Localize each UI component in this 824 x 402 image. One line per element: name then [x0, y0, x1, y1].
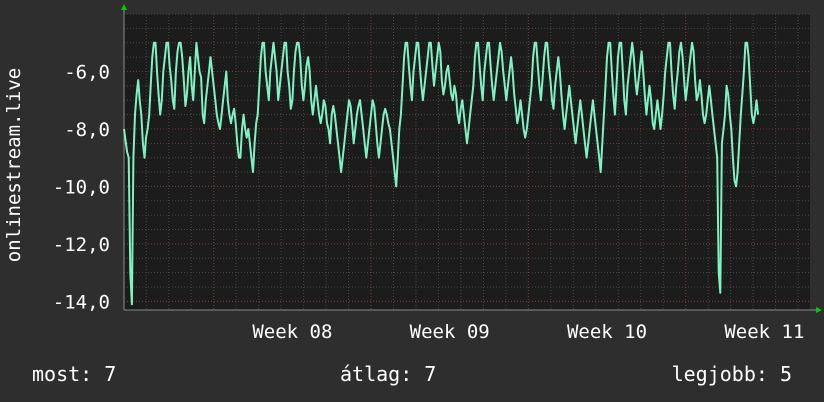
y-tick-label: -12,0 [53, 234, 110, 256]
stat-current: most: 7 [32, 362, 117, 386]
x-tick-label: Week 11 [724, 321, 804, 343]
stat-best: legjobb: 5 [671, 362, 792, 386]
x-tick-label: Week 10 [567, 321, 647, 343]
x-axis-arrow-icon [816, 307, 822, 313]
x-tick-label: Week 09 [410, 321, 490, 343]
stat-average: átlag: 7 [340, 362, 437, 386]
y-tick-label: -14,0 [53, 291, 110, 313]
x-tick-label: Week 08 [252, 321, 332, 343]
y-tick-label: -10,0 [53, 176, 110, 198]
y-tick-labels: -6,0 -8,0 -10,0 -12,0 -14,0 [53, 61, 110, 313]
x-tick-labels: Week 08 Week 09 Week 10 Week 11 [252, 321, 804, 343]
plot-area [124, 14, 810, 310]
series-line [123, 41, 760, 306]
y-axis-arrow-icon [121, 4, 127, 10]
major-grid [124, 14, 810, 310]
y-tick-label: -6,0 [64, 61, 110, 83]
y-tick-label: -8,0 [64, 119, 110, 141]
axes [121, 4, 822, 313]
y-axis-label: onlinestream.live [3, 68, 25, 262]
